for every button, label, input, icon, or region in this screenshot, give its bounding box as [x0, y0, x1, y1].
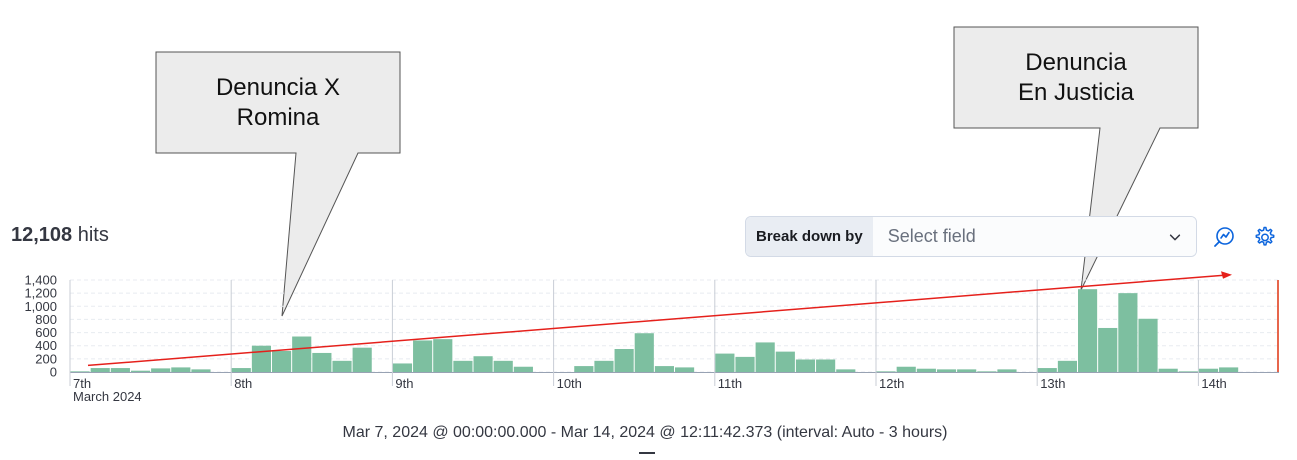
- histogram-bar: [634, 333, 654, 372]
- histogram-bar: [352, 347, 372, 372]
- histogram-bar: [936, 369, 957, 372]
- chevron-down-icon: [1169, 233, 1181, 240]
- histogram-bar: [513, 366, 533, 372]
- histogram-bar: [110, 368, 130, 372]
- histogram-bar: [251, 345, 271, 372]
- histogram-bar: [594, 360, 614, 372]
- histogram-bar: [171, 367, 191, 372]
- y-tick-label: 1,000: [24, 299, 57, 314]
- breakdown-placeholder: Select field: [887, 226, 976, 246]
- chart-gridlines: [70, 279, 1279, 373]
- y-tick-label: 200: [35, 351, 57, 366]
- histogram-bar: [1078, 289, 1098, 372]
- histogram-bar: [1037, 368, 1057, 372]
- histogram-bar: [151, 368, 171, 372]
- callout-romina-line2: Romina: [236, 104, 320, 131]
- histogram-bar: [715, 353, 735, 372]
- histogram-bar: [312, 352, 332, 372]
- histogram-bar: [231, 368, 251, 372]
- histogram-bar: [1138, 318, 1158, 372]
- histogram-bar: [130, 370, 151, 372]
- histogram-bar: [1219, 367, 1239, 372]
- callout-romina-text: Denuncia X Romina: [156, 73, 400, 133]
- histogram-bar: [332, 360, 352, 372]
- time-range-caption: Mar 7, 2024 @ 00:00:00.000 - Mar 14, 202…: [342, 424, 948, 441]
- callout-justicia-line1: Denuncia: [1025, 49, 1127, 76]
- histogram-bar: [574, 366, 594, 372]
- histogram-bar: [413, 340, 433, 372]
- trend-arrow-head: [1221, 271, 1232, 279]
- histogram-bar: [1158, 368, 1178, 372]
- histogram-bar: [292, 336, 312, 372]
- y-tick-label: 1,400: [24, 273, 57, 288]
- x-axis-sublabel: March 2024: [73, 389, 142, 404]
- histogram-bar: [735, 356, 755, 372]
- x-tick-label: 7th: [73, 376, 91, 391]
- histogram-bar: [654, 366, 674, 372]
- trend-arrow-line: [87, 274, 1225, 367]
- y-tick-label: 1,200: [24, 286, 57, 301]
- breakdown-label: Break down by: [746, 217, 873, 256]
- x-tick-label: 10th: [557, 376, 582, 391]
- x-tick-label: 13th: [1040, 376, 1065, 391]
- histogram-bar: [191, 369, 211, 372]
- gear-icon[interactable]: [1253, 225, 1277, 249]
- breakdown-field-select[interactable]: Select field: [872, 217, 1196, 256]
- histogram-bar: [1198, 368, 1219, 372]
- chart-bars: [70, 289, 1239, 372]
- y-tick-label: 0: [50, 365, 57, 380]
- x-tick-label: 12th: [879, 376, 904, 391]
- histogram-bar: [70, 371, 90, 372]
- x-tick-label: 14th: [1201, 376, 1226, 391]
- day-separators: [69, 280, 1199, 386]
- trend-overlay: [87, 271, 1279, 372]
- histogram-bar: [977, 371, 997, 372]
- histogram-bar: [473, 356, 493, 372]
- x-tick-label: 11th: [718, 376, 742, 391]
- hits-counter: 12,108 hits: [11, 224, 109, 247]
- hits-count: 12,108: [11, 224, 73, 246]
- histogram-bar: [896, 366, 916, 372]
- y-tick-label: 800: [35, 312, 57, 327]
- histogram-bar: [90, 368, 110, 372]
- breakdown-select[interactable]: Break down by Select field: [745, 216, 1197, 257]
- x-axis-labels: 7th 8th 9th 10th 11th 12th 13th 14th March 2024: [73, 376, 1227, 404]
- histogram-bar: [675, 367, 695, 372]
- histogram-bar: [614, 349, 634, 372]
- histogram-bar: [997, 369, 1017, 372]
- histogram-bar: [1098, 327, 1118, 372]
- y-tick-label: 400: [35, 338, 57, 353]
- histogram-bar: [493, 360, 513, 372]
- histogram-bar: [916, 368, 936, 372]
- histogram-bar: [1118, 293, 1138, 372]
- inspect-chart-icon[interactable]: [1212, 225, 1236, 249]
- resize-handle[interactable]: [639, 452, 655, 454]
- y-tick-label: 600: [35, 325, 57, 340]
- histogram-bar: [1178, 371, 1198, 372]
- histogram-bar: [433, 339, 453, 372]
- callout-justicia-line2: En Justicia: [1017, 79, 1135, 106]
- histogram-bar: [957, 369, 977, 372]
- histogram-bar: [453, 360, 473, 372]
- hits-label: hits: [77, 224, 109, 246]
- callout-justicia-text: Denuncia En Justicia: [954, 48, 1198, 108]
- histogram-bar: [795, 359, 816, 372]
- histogram-bar: [392, 363, 413, 372]
- histogram-bar: [876, 371, 896, 372]
- histogram-bar: [775, 351, 795, 372]
- histogram-bar: [755, 342, 775, 372]
- x-tick-label: 9th: [395, 376, 413, 391]
- callout-romina-line1: Denuncia X: [215, 74, 341, 101]
- histogram-bar: [816, 359, 836, 372]
- histogram-bar: [836, 369, 856, 372]
- x-tick-label: 8th: [234, 376, 252, 391]
- histogram-bar: [1057, 360, 1077, 372]
- histogram-bar: [272, 350, 292, 372]
